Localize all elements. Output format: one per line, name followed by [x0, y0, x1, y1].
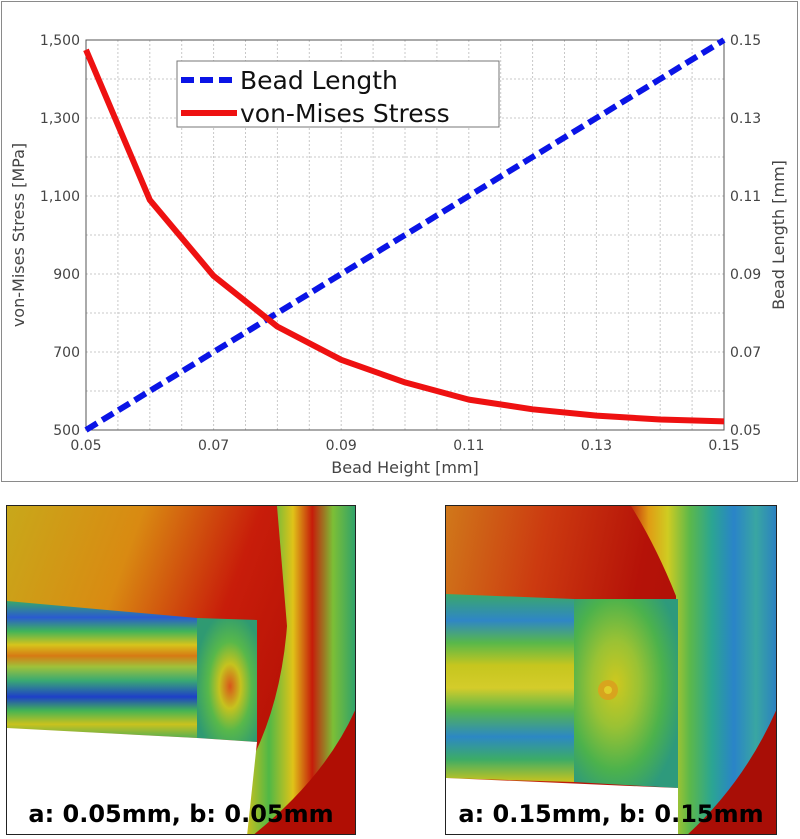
axis-ticks: 0.05 0.07 0.09 0.11 0.13 0.15 500 700 900 1,100 1,…: [40, 33, 761, 454]
y-right-tick-label: 0.09: [730, 267, 761, 283]
chart-frame: [1, 1, 798, 482]
y-left-tick-label: 500: [53, 423, 80, 439]
y-right-tick-label: 0.07: [730, 345, 761, 361]
panel-caption-large-bead: a: 0.15mm, b: 0.15mm: [458, 800, 764, 828]
legend: Bead Length von-Mises Stress: [176, 60, 500, 128]
x-tick-label: 0.05: [70, 438, 101, 454]
fea-contour-panel-small-bead: a: 0.05mm, b: 0.05mm: [6, 505, 356, 835]
panel-caption-small-bead: a: 0.05mm, b: 0.05mm: [28, 800, 334, 828]
series-line-von-mises-stress: [83, 48, 725, 425]
x-tick-label: 0.07: [198, 438, 229, 454]
y-right-tick-label: 0.11: [730, 189, 761, 205]
legend-label-von-mises: von-Mises Stress: [240, 99, 450, 128]
fea-contour-panel-large-bead: a: 0.15mm, b: 0.15mm: [445, 505, 777, 835]
y-axis-title-right: Bead Length [mm]: [769, 160, 788, 310]
y-left-tick-label: 700: [53, 345, 80, 361]
x-tick-label: 0.09: [326, 438, 357, 454]
y-right-tick-label: 0.13: [730, 111, 761, 127]
x-tick-label: 0.15: [708, 438, 739, 454]
fea-contour-image-large-bead: [446, 506, 776, 834]
y-axis-title-left: von-Mises Stress [MPa]: [9, 143, 28, 327]
line-chart: 0.05 0.07 0.09 0.11 0.13 0.15 500 700 900 1,100 1,…: [9, 33, 788, 477]
plot-area-border: [85, 39, 725, 431]
x-tick-label: 0.13: [581, 438, 612, 454]
y-left-tick-label: 1,100: [40, 189, 80, 205]
y-right-tick-label: 0.05: [730, 423, 761, 439]
y-left-tick-label: 1,300: [40, 111, 80, 127]
fea-contour-image-small-bead: [7, 506, 355, 834]
series-line-bead-length: [84, 37, 726, 433]
y-left-tick-label: 1,500: [40, 33, 80, 49]
y-left-tick-label: 900: [53, 267, 80, 283]
series: [83, 37, 726, 433]
x-tick-label: 0.11: [453, 438, 484, 454]
x-axis-title: Bead Height [mm]: [331, 458, 479, 477]
legend-label-bead-length: Bead Length: [240, 66, 398, 95]
y-right-tick-label: 0.15: [730, 33, 761, 49]
